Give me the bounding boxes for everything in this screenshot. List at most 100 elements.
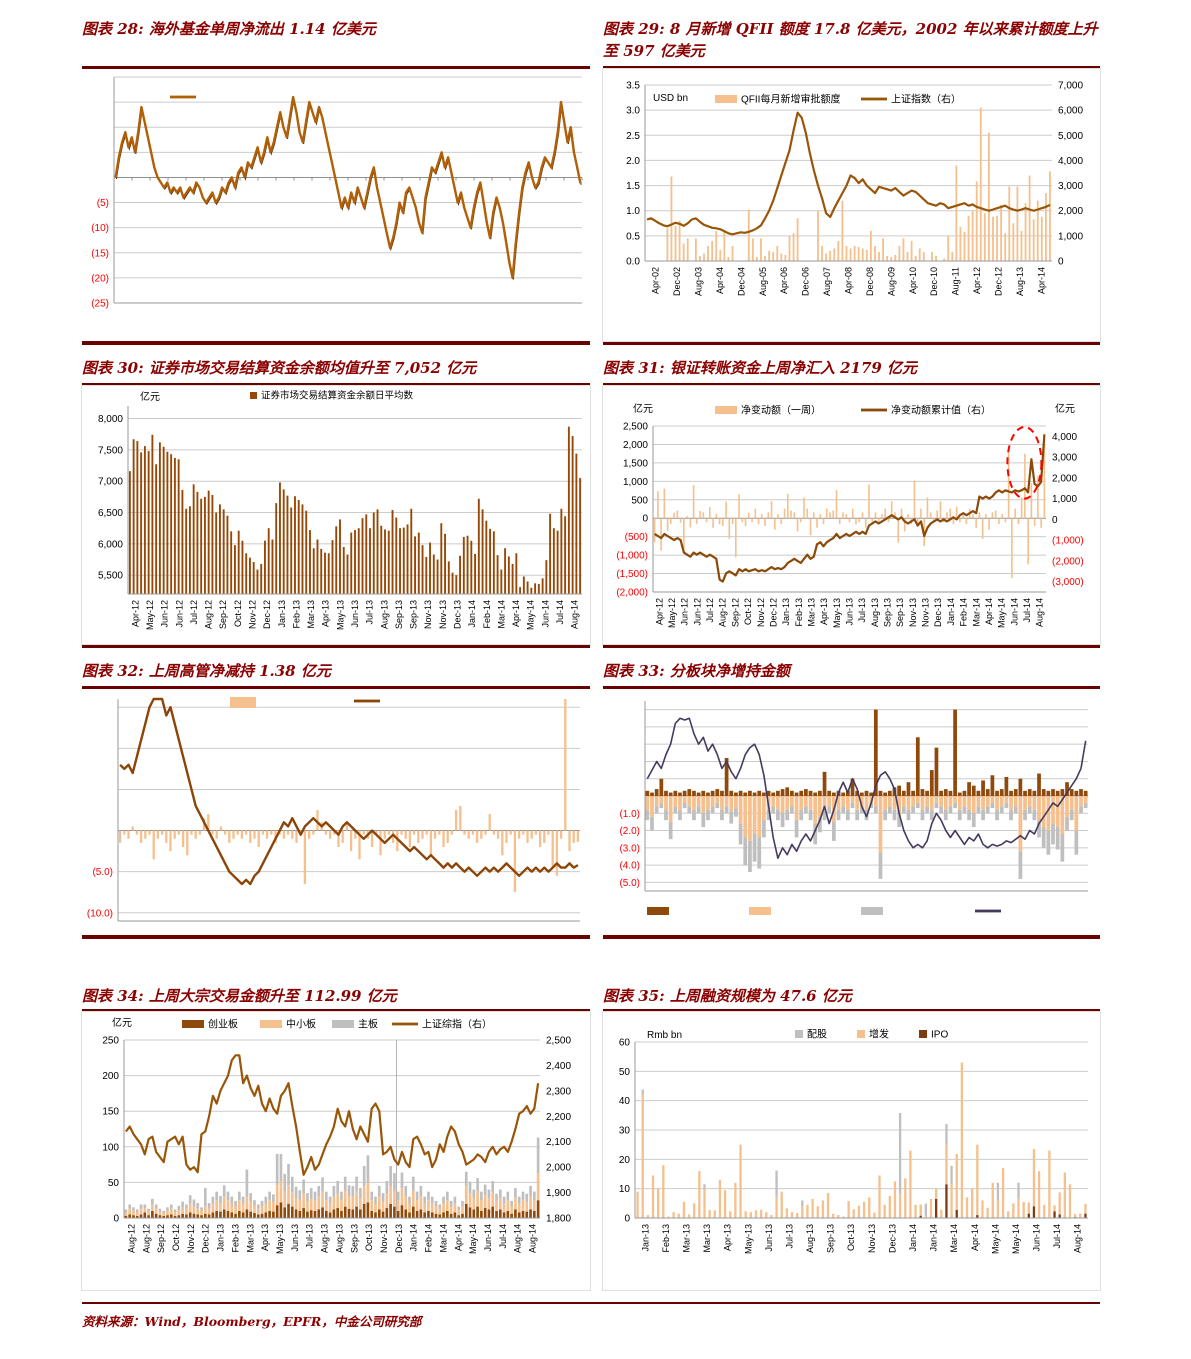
chart-33-canvas: (5.0) (4.0) (3.0) (2.0) (1.0) — [603, 689, 1100, 935]
svg-text:Mar-14: Mar-14 — [496, 600, 506, 629]
svg-text:(4.0): (4.0) — [619, 861, 640, 872]
svg-text:主板: 主板 — [358, 1018, 378, 1031]
svg-text:Aug-14: Aug-14 — [570, 600, 580, 629]
svg-text:(1.0): (1.0) — [619, 809, 640, 820]
title-rule — [603, 1009, 1100, 1012]
svg-text:Dec-08: Dec-08 — [865, 267, 875, 296]
chart-35-block: 图表 35: 上周融资规模为 47.6 亿元 0 10 20 30 40 50 60 Jan-… — [602, 985, 1101, 1291]
svg-text:Apr-14: Apr-14 — [1036, 267, 1046, 294]
svg-text:Aug-14: Aug-14 — [528, 1224, 538, 1253]
svg-text:(15): (15) — [91, 248, 109, 259]
chart-29-canvas: 0.0 0.5 1.0 1.5 2.0 2.5 3.0 3.5 0 1,000 2,000 3,000… — [602, 68, 1101, 342]
chart-row-1: 图表 28: 海外基金单周净流出 1.14 亿美元 (25) (20) (15) (1… — [82, 18, 1101, 345]
svg-text:1,800: 1,800 — [546, 1214, 571, 1225]
svg-text:Jul-13: Jul-13 — [365, 600, 375, 625]
chart-30-title: 图表 30: 证券市场交易结算资金余额均值升至 7,052 亿元 — [82, 359, 477, 377]
svg-text:增发: 增发 — [869, 1028, 889, 1041]
svg-text:4,000: 4,000 — [1058, 156, 1083, 167]
svg-text:Apr-14: Apr-14 — [970, 1224, 980, 1251]
svg-text:Aug-03: Aug-03 — [694, 267, 704, 296]
svg-text:0: 0 — [642, 514, 648, 525]
section-rule — [603, 341, 1100, 345]
svg-text:Apr-08: Apr-08 — [844, 267, 854, 294]
section-rule — [82, 341, 590, 345]
svg-text:3,000: 3,000 — [1058, 181, 1083, 192]
svg-text:Apr-04: Apr-04 — [715, 267, 725, 294]
svg-text:Aug-12: Aug-12 — [718, 598, 728, 627]
svg-text:2,000: 2,000 — [623, 440, 648, 451]
svg-text:2,500: 2,500 — [546, 1036, 571, 1047]
chart-31-canvas: (2,000) (1,500) (1,000) (500) 0 500 1,000 1,500… — [602, 385, 1101, 645]
svg-text:Jun-12: Jun-12 — [160, 600, 170, 628]
chart-31-block: 图表 31: 银证转账资金上周净汇入 2179 亿元 (2,000) (1,500… — [602, 357, 1101, 648]
svg-text:2,100: 2,100 — [546, 1137, 571, 1148]
svg-text:Feb-13: Feb-13 — [291, 600, 301, 629]
svg-text:(1,000): (1,000) — [616, 551, 648, 562]
svg-text:2,000: 2,000 — [1058, 206, 1083, 217]
svg-text:Sep-13: Sep-13 — [895, 598, 905, 627]
svg-text:1.0: 1.0 — [626, 206, 640, 217]
svg-text:Dec-12: Dec-12 — [201, 1224, 211, 1253]
svg-text:Oct-12: Oct-12 — [171, 1224, 181, 1251]
svg-text:(10): (10) — [91, 223, 109, 234]
svg-text:30: 30 — [619, 1126, 631, 1137]
svg-text:亿元: 亿元 — [140, 390, 160, 403]
chart-30-canvas: 5,500 6,000 6,500 7,000 7,500 8,000 Apr-12 May-… — [81, 385, 591, 645]
svg-text:(5.0): (5.0) — [619, 878, 640, 889]
svg-text:Aug-14: Aug-14 — [1035, 598, 1045, 627]
svg-text:Jan-13: Jan-13 — [277, 600, 287, 628]
svg-text:Dec-12: Dec-12 — [262, 600, 272, 629]
svg-text:Jul-13: Jul-13 — [857, 598, 867, 623]
svg-text:7,500: 7,500 — [98, 445, 123, 456]
svg-text:May-13: May-13 — [743, 1224, 753, 1254]
svg-text:Nov-13: Nov-13 — [438, 600, 448, 629]
svg-text:Feb-14: Feb-14 — [959, 598, 969, 627]
svg-text:Feb-13: Feb-13 — [794, 598, 804, 627]
svg-text:6,500: 6,500 — [98, 508, 123, 519]
chart-32-title: 图表 32: 上周高管净减持 1.38 亿元 — [82, 662, 331, 680]
svg-text:May-14: May-14 — [997, 598, 1007, 628]
svg-text:Apr-14: Apr-14 — [511, 600, 521, 627]
svg-text:Nov-12: Nov-12 — [247, 600, 257, 629]
svg-text:Apr-06: Apr-06 — [779, 267, 789, 294]
svg-text:Oct-13: Oct-13 — [846, 1224, 856, 1251]
svg-text:Jul-13: Jul-13 — [305, 1224, 315, 1249]
chart-35-canvas: 0 10 20 30 40 50 60 Jan-13 Feb-13 Mar-13 Mar-13 Apr… — [602, 1011, 1101, 1291]
svg-text:Oct-12: Oct-12 — [743, 598, 753, 625]
svg-text:Aug-13: Aug-13 — [334, 1224, 344, 1253]
svg-text:1.5: 1.5 — [626, 181, 640, 192]
svg-text:1,900: 1,900 — [546, 1188, 571, 1199]
svg-text:0: 0 — [1052, 515, 1058, 526]
svg-text:上证综指（右）: 上证综指（右） — [422, 1018, 492, 1031]
chart-34-block: 图表 34: 上周大宗交易金额升至 112.99 亿元 0 50 100 150 200… — [81, 985, 591, 1291]
svg-text:Aug-12: Aug-12 — [141, 1224, 151, 1253]
svg-text:Jun-14: Jun-14 — [483, 1224, 493, 1252]
svg-text:2,500: 2,500 — [623, 422, 648, 433]
svg-text:Jan-13: Jan-13 — [640, 1224, 650, 1252]
svg-text:Sep-13: Sep-13 — [826, 1224, 836, 1253]
svg-text:Nov-13: Nov-13 — [379, 1224, 389, 1253]
svg-text:Nov-12: Nov-12 — [186, 1224, 196, 1253]
svg-text:净变动额累计值（右）: 净变动额累计值（右） — [891, 404, 991, 417]
svg-text:Apr-13: Apr-13 — [819, 598, 829, 625]
svg-text:0: 0 — [1058, 257, 1064, 268]
svg-text:(1,000): (1,000) — [1052, 536, 1084, 547]
svg-text:Dec-13: Dec-13 — [394, 1224, 404, 1253]
section-rule — [603, 935, 1100, 939]
svg-text:2,400: 2,400 — [546, 1061, 571, 1072]
footer-rule — [82, 1302, 1100, 1304]
svg-text:(5): (5) — [97, 198, 109, 209]
svg-text:Mar-13: Mar-13 — [681, 1224, 691, 1253]
svg-text:Dec-10: Dec-10 — [929, 267, 939, 296]
title-rule — [603, 66, 1100, 69]
svg-text:Sep-12: Sep-12 — [730, 598, 740, 627]
svg-text:Mar-13: Mar-13 — [306, 600, 316, 629]
svg-text:Jan-14: Jan-14 — [929, 1224, 939, 1252]
svg-text:1,000: 1,000 — [1058, 231, 1083, 242]
chart-29-title: 图表 29: 8 月新增 QFII 额度 17.8 亿美元，2002 年以来累计… — [603, 20, 1098, 60]
svg-text:2.0: 2.0 — [626, 156, 640, 167]
svg-text:亿元: 亿元 — [1055, 402, 1075, 415]
svg-text:(25): (25) — [91, 299, 109, 310]
svg-text:(1,500): (1,500) — [616, 569, 648, 580]
svg-text:中小板: 中小板 — [286, 1018, 316, 1031]
